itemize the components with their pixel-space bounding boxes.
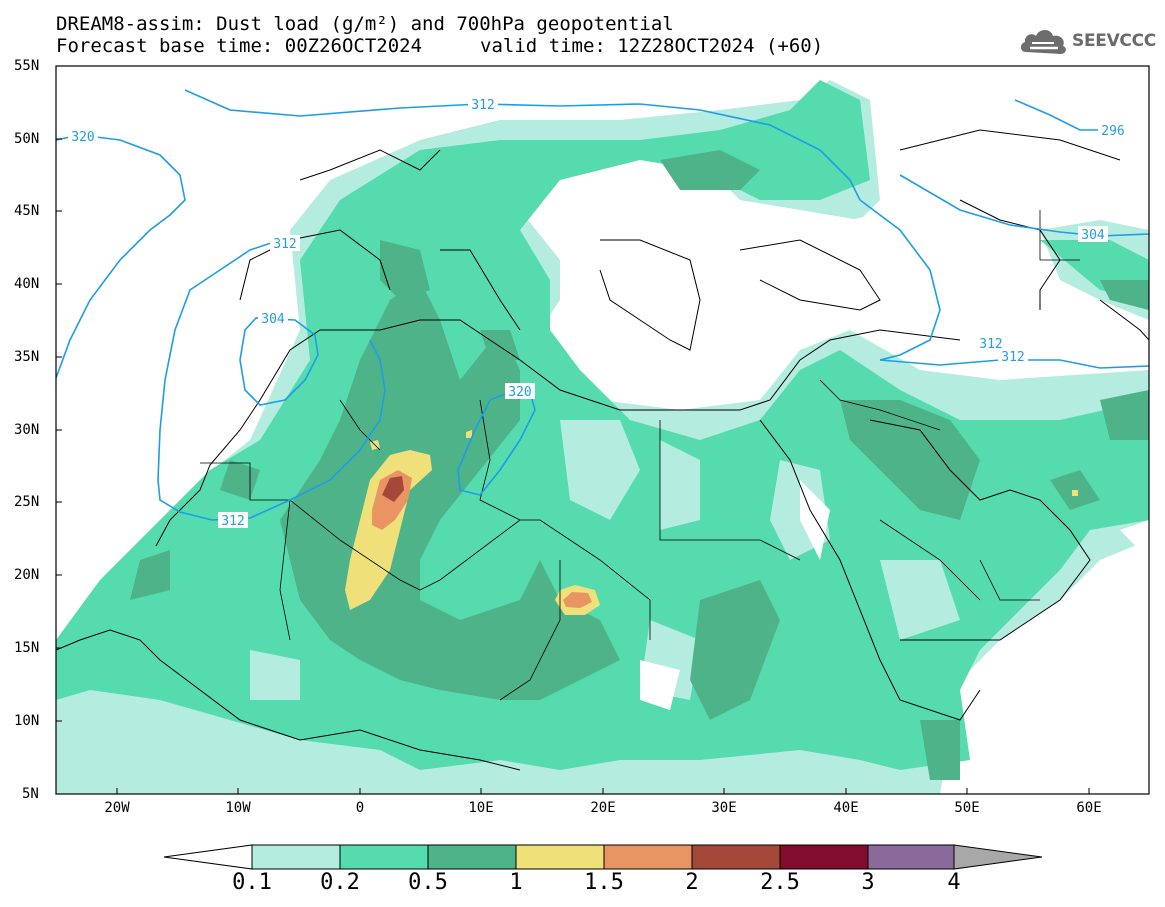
lat-label: 15N [14, 640, 40, 656]
colorbar-label: 4 [947, 870, 961, 895]
colorbar-low-arrow [163, 844, 253, 870]
lon-label: 0 [355, 800, 365, 816]
dust-shade-2 [382, 476, 404, 502]
contour-label: 312 [221, 514, 244, 529]
contour-label: 320 [71, 130, 94, 145]
lat-label: 55N [14, 58, 40, 74]
colorbar-label: 1.5 [584, 870, 624, 895]
valid-time: valid time: 12Z28OCT2024 (+60) [480, 35, 824, 57]
colorbar-label: 0.1 [232, 870, 272, 895]
colorbar-swatch-0.2 [339, 844, 429, 870]
dust-free-areas [56, 66, 1149, 710]
colorbar-label: 2.5 [760, 870, 800, 895]
lon-label: 50E [954, 800, 980, 816]
colorbar-swatch-0.5 [427, 844, 517, 870]
contour-label: 312 [471, 98, 494, 113]
contour-label: 312 [1001, 350, 1024, 365]
lat-label: 40N [14, 276, 40, 292]
colorbar-swatch-2.5 [779, 844, 869, 870]
colorbar [163, 844, 1043, 870]
contour-label: 312 [273, 237, 296, 252]
colorbar-label: 0.5 [408, 870, 448, 895]
coastlines [56, 129, 1149, 771]
lon-label: 20W [104, 800, 130, 816]
geopotential-contours [56, 89, 1149, 521]
lon-label: 30E [711, 800, 737, 816]
lon-label: 10W [225, 800, 251, 816]
colorbar-high-arrow [953, 844, 1043, 870]
contour-label: 304 [1081, 228, 1105, 243]
contour-label: 304 [261, 312, 285, 327]
map-title: DREAM8-assim: Dust load (g/m²) and 700hP… [56, 13, 674, 35]
lat-label: 35N [14, 349, 40, 365]
cloud-icon [1020, 30, 1066, 54]
colorbar-swatch-2 [691, 844, 781, 870]
contour-label: 320 [508, 385, 531, 400]
axis-ticks [56, 65, 1090, 794]
colorbar-swatch-3 [867, 844, 955, 870]
contour-labels: 320 312 312 304 312 320 312 312 296 304 [68, 96, 1128, 529]
map-area: 320 312 312 304 312 320 312 312 296 304 [56, 66, 1149, 794]
lon-label: 60E [1076, 800, 1102, 816]
colorbar-label: 1 [509, 870, 523, 895]
colorbar-swatch-1.5 [603, 844, 693, 870]
colorbar-label: 0.2 [320, 870, 360, 895]
forecast-base-time: Forecast base time: 00Z26OCT2024 [56, 35, 423, 57]
lat-label: 45N [14, 203, 40, 219]
seevccc-logo: SEEVCCC [1018, 24, 1158, 58]
dust-light-patches [250, 420, 960, 700]
contour-label: 296 [1101, 124, 1124, 139]
lat-label: 50N [14, 131, 40, 147]
lat-label: 10N [14, 713, 40, 729]
lat-label: 25N [14, 494, 40, 510]
colorbar-label: 3 [861, 870, 875, 895]
lon-label: 40E [833, 800, 859, 816]
colorbar-label: 2 [685, 870, 699, 895]
colorbar-swatch-1 [515, 844, 605, 870]
lon-label: 10E [468, 800, 494, 816]
lat-label: 5N [22, 786, 39, 802]
lon-label: 20E [590, 800, 616, 816]
logo-text: SEEVCCC [1072, 31, 1156, 51]
country-borders [200, 210, 1080, 701]
colorbar-swatch-0.1 [251, 844, 341, 870]
lat-label: 30N [14, 422, 40, 438]
lat-label: 20N [14, 567, 40, 583]
contour-label: 312 [979, 337, 1002, 352]
